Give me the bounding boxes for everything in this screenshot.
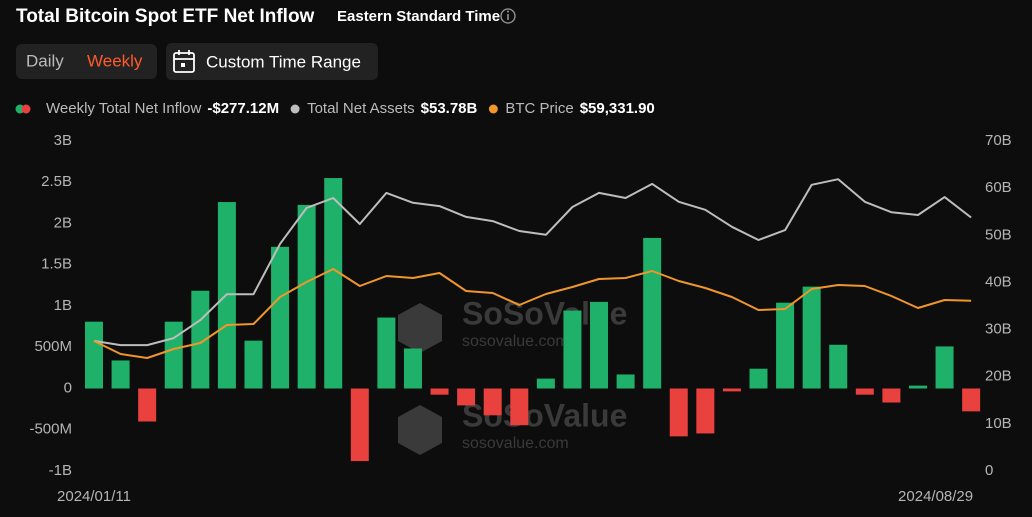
bar xyxy=(350,388,369,462)
y2-tick-label: 30B xyxy=(985,321,1012,338)
y-tick-label: 2.5B xyxy=(41,173,72,190)
bar xyxy=(908,385,927,389)
y2-tick-label: 0 xyxy=(985,462,993,479)
tab-group xyxy=(16,44,157,79)
y-tick-label: -500M xyxy=(29,421,72,438)
y2-tick-label: 20B xyxy=(985,368,1012,385)
y2-tick-label: 40B xyxy=(985,273,1012,290)
legend-value: -$277.12M xyxy=(207,100,279,117)
bar xyxy=(829,344,848,389)
legend: Weekly Total Net Inflow -$277.12M Total Ne… xyxy=(15,100,655,117)
y-tick-label: 1B xyxy=(54,297,72,314)
bar xyxy=(749,368,768,389)
y-tick-label: 2B xyxy=(54,214,72,231)
y-tick-label: 500M xyxy=(34,338,72,355)
legend-label: Total Net Assets xyxy=(307,100,415,117)
legend-label: BTC Price xyxy=(505,100,573,117)
legend-value: $59,331.90 xyxy=(580,100,655,117)
y-tick-label: 3B xyxy=(54,132,72,149)
y2-tick-label: 60B xyxy=(985,179,1012,196)
bar xyxy=(696,388,715,434)
bar xyxy=(935,346,954,389)
info-icon[interactable] xyxy=(500,8,516,24)
x-tick-label: 2024/08/29 xyxy=(898,488,973,505)
y2-tick-label: 10B xyxy=(985,415,1012,432)
custom-range-button[interactable] xyxy=(166,43,378,80)
bar xyxy=(722,388,741,392)
bar xyxy=(776,302,795,389)
bar xyxy=(377,317,396,389)
bar xyxy=(324,178,343,389)
bar xyxy=(430,388,449,395)
line xyxy=(93,178,972,347)
y-tick-label: 1.5B xyxy=(41,256,72,273)
bar xyxy=(616,374,635,389)
legend-marker xyxy=(21,104,31,114)
custom-range-label[interactable]: Custom Time Range xyxy=(206,52,361,71)
y2-tick-label: 50B xyxy=(985,226,1012,243)
bar xyxy=(138,388,157,422)
title: Total Bitcoin Spot ETF Net Inflow xyxy=(16,6,315,27)
watermark-site: sosovalue.com xyxy=(462,435,569,452)
bar xyxy=(271,246,290,389)
bar xyxy=(457,388,476,406)
bar xyxy=(590,301,609,389)
bar xyxy=(962,388,981,412)
legend-marker xyxy=(290,104,300,114)
bar xyxy=(643,237,662,389)
bar xyxy=(483,388,502,416)
timezone: Eastern Standard Time xyxy=(337,8,500,25)
legend-marker xyxy=(488,104,498,114)
y-tick-label: -1B xyxy=(49,462,72,479)
watermark-site: sosovalue.com xyxy=(462,333,569,350)
tab[interactable]: Daily xyxy=(26,51,64,70)
legend-label: Weekly Total Net Inflow xyxy=(46,100,202,117)
bar xyxy=(536,378,555,389)
bar xyxy=(85,321,103,389)
bar xyxy=(244,340,263,389)
bar xyxy=(669,388,688,437)
y2-tick-label: 70B xyxy=(985,132,1012,149)
x-tick-label: 2024/01/11 xyxy=(57,488,131,505)
bar xyxy=(802,286,821,389)
bar xyxy=(510,388,529,426)
bar xyxy=(297,204,316,389)
watermark-logo xyxy=(398,405,442,455)
legend-value: $53.78B xyxy=(421,100,478,117)
bar xyxy=(111,360,130,389)
bar xyxy=(882,388,901,403)
bar xyxy=(403,348,422,389)
y-tick-label: 0 xyxy=(64,379,72,396)
line xyxy=(93,268,972,359)
watermark-logo xyxy=(398,303,442,353)
bar xyxy=(855,388,874,395)
tab-active[interactable]: Weekly xyxy=(87,51,143,70)
calendar-icon xyxy=(173,50,195,73)
bar xyxy=(164,321,183,389)
bar xyxy=(563,310,582,389)
